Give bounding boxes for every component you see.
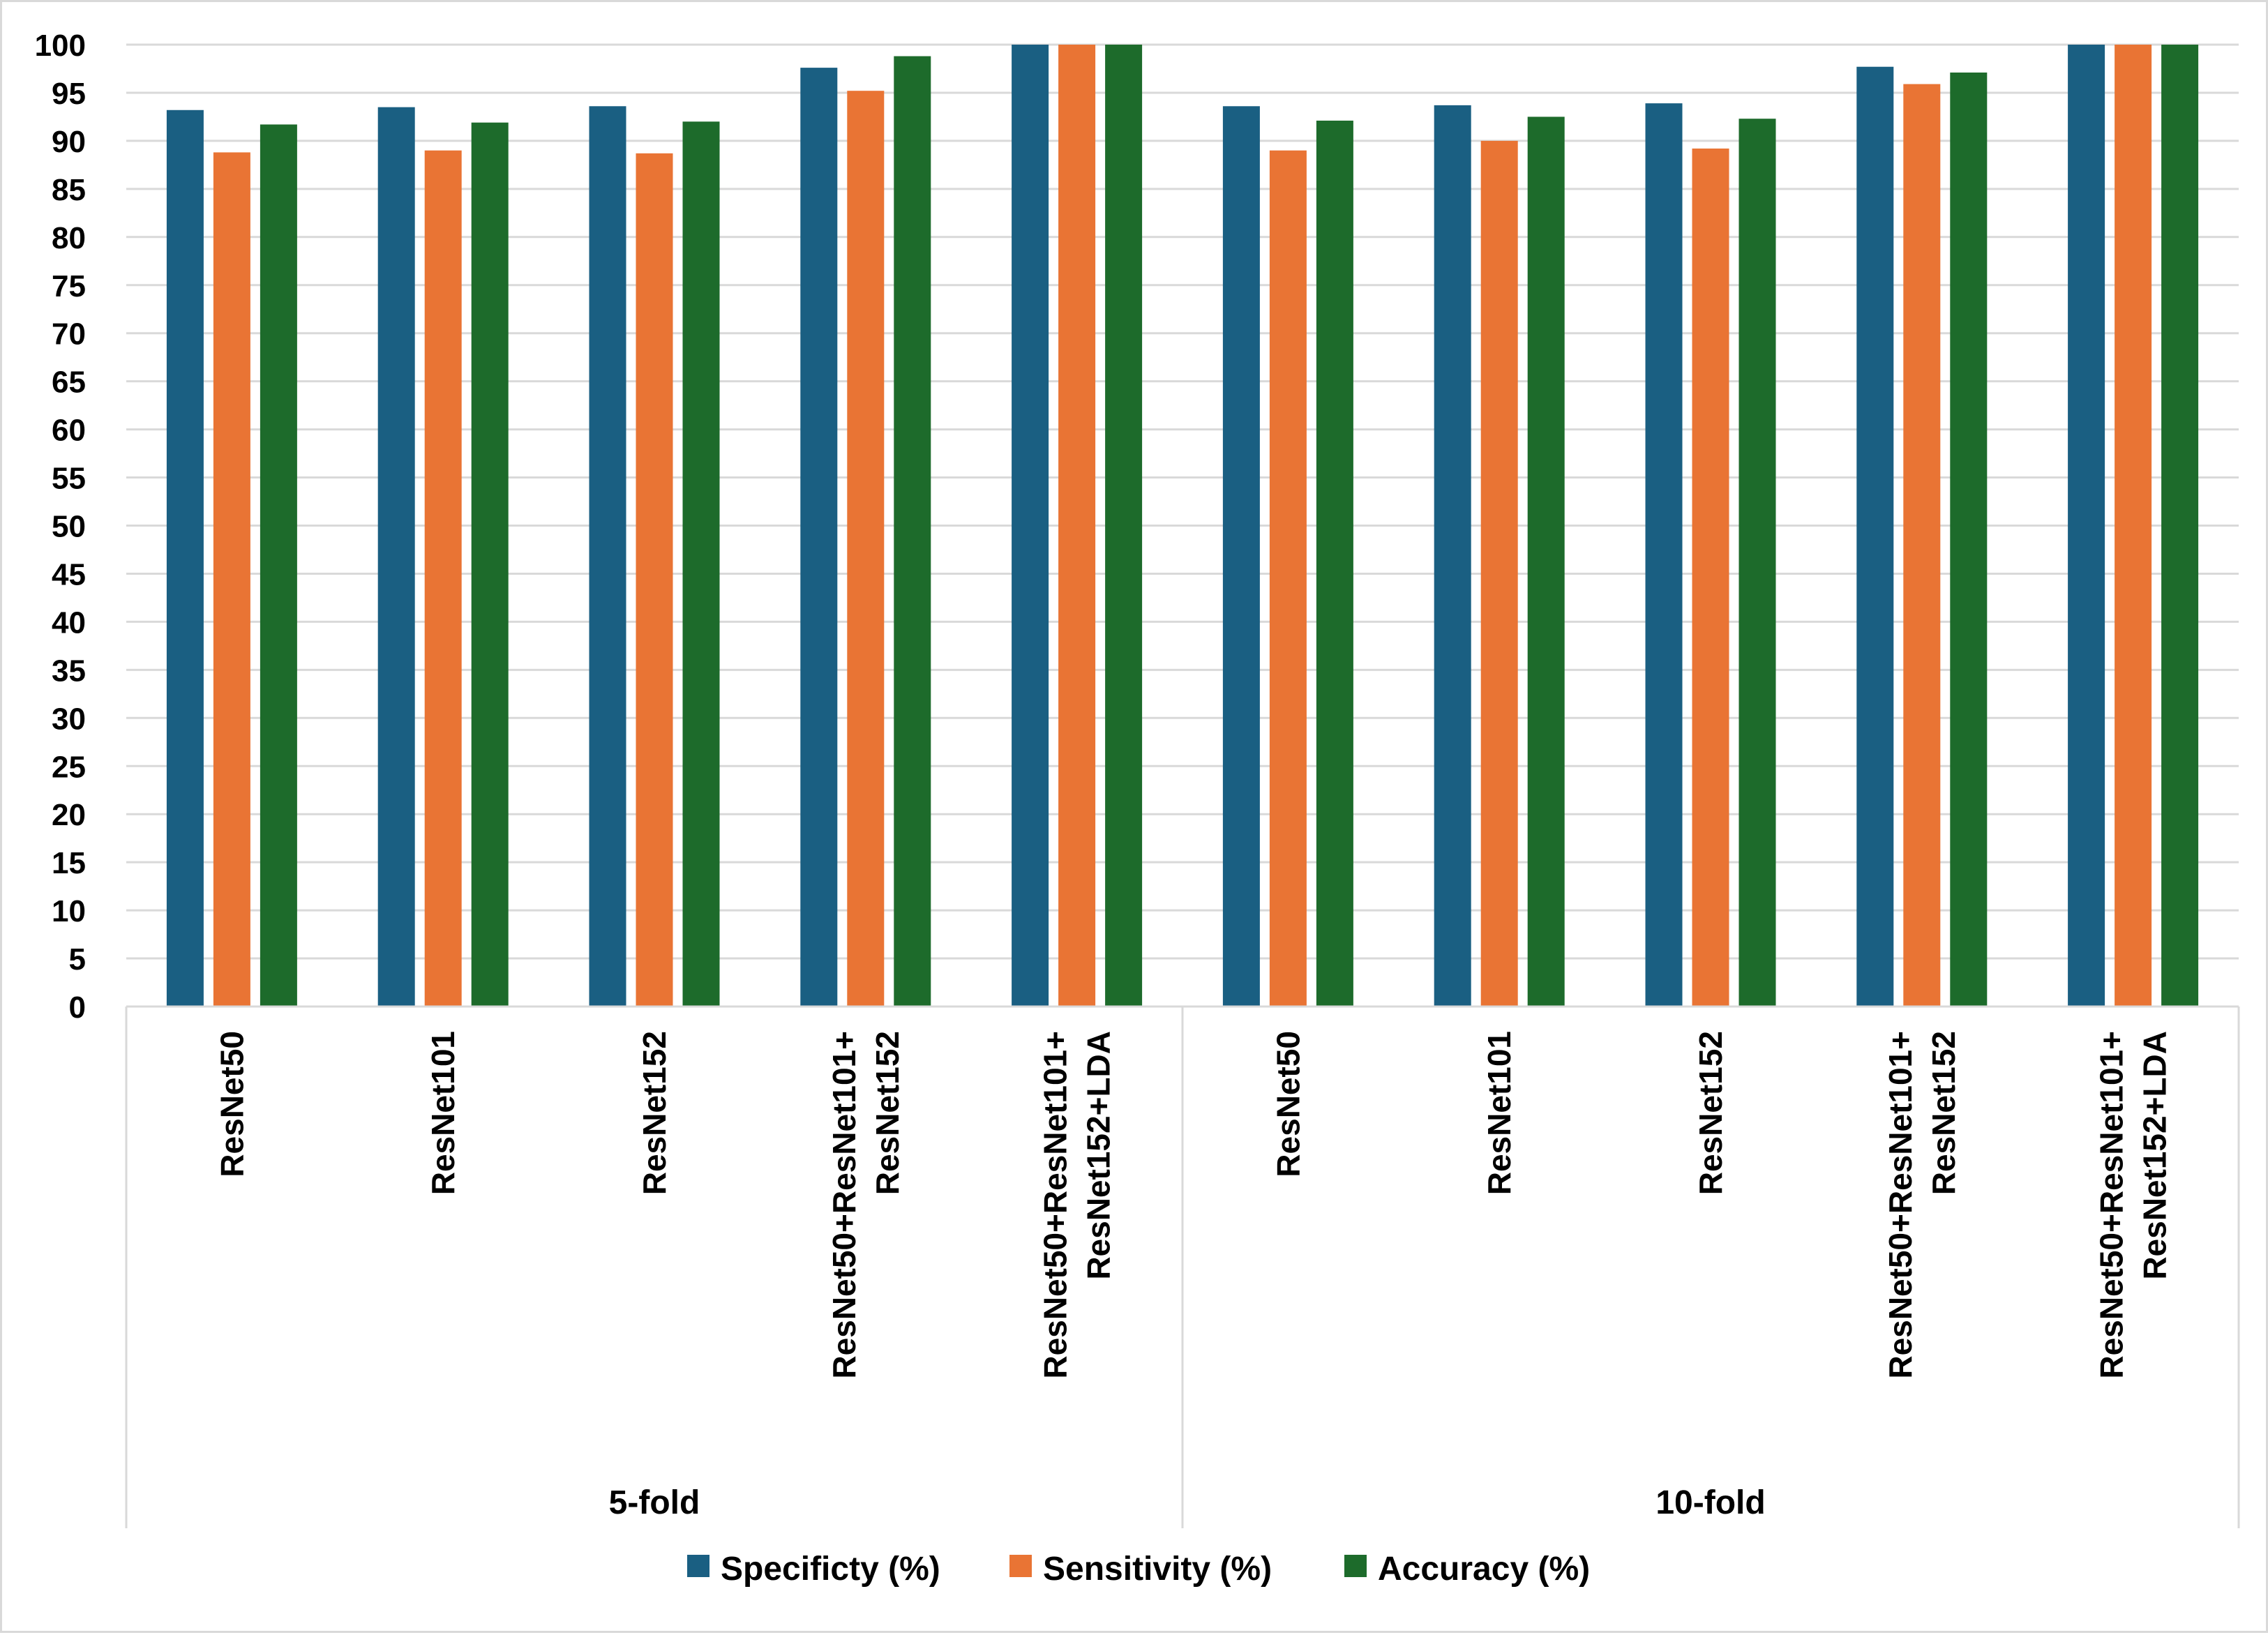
y-tick-label: 60 xyxy=(52,414,86,448)
y-tick-label: 45 xyxy=(52,557,86,592)
y-tick-label: 70 xyxy=(52,317,86,352)
y-tick-label: 5 xyxy=(69,942,86,977)
y-tick-label: 90 xyxy=(52,125,86,159)
x-category-label-line: ResNet50+ResNet101+ xyxy=(1882,1031,1918,1379)
x-category-label-line: ResNet50 xyxy=(1270,1031,1306,1177)
x-category-label: ResNet101 xyxy=(425,1031,461,1195)
x-category-label: ResNet50 xyxy=(1270,1031,1306,1177)
x-category-label-line: ResNet50+ResNet101+ xyxy=(1037,1031,1074,1379)
y-tick-label: 55 xyxy=(52,462,86,496)
bar-accuracy xyxy=(1738,119,1776,1007)
bar-sensitivity xyxy=(213,152,250,1007)
x-category-label: ResNet152 xyxy=(1692,1031,1729,1195)
x-category-label-line: ResNet152+LDA xyxy=(1081,1031,1117,1280)
bars xyxy=(166,45,2199,1007)
x-category-label-line: ResNet101 xyxy=(1481,1031,1517,1195)
legend-label: Specificty (%) xyxy=(721,1551,940,1588)
bar-specificity xyxy=(1856,66,1894,1007)
bar-specificity xyxy=(1222,106,1260,1007)
x-group-label: 5-fold xyxy=(609,1484,700,1521)
bar-specificity xyxy=(166,110,204,1007)
x-category-label-line: ResNet152 xyxy=(636,1031,673,1195)
bar-specificity xyxy=(1434,105,1471,1007)
bar-accuracy xyxy=(682,121,720,1007)
bar-sensitivity xyxy=(847,91,885,1007)
bar-sensitivity xyxy=(1692,148,1729,1007)
x-category-label-line: ResNet152 xyxy=(1925,1031,1962,1195)
x-category-label: ResNet50+ResNet101+ ResNet152 xyxy=(1882,1031,1962,1379)
bar-accuracy xyxy=(1950,72,1988,1007)
x-category-label: ResNet50 xyxy=(213,1031,250,1177)
x-category-label-line: ResNet152 xyxy=(1692,1031,1729,1195)
x-category-label-line: ResNet50 xyxy=(213,1031,250,1177)
y-tick-label: 65 xyxy=(52,366,86,400)
x-category-label-line: ResNet50+ResNet101+ xyxy=(826,1031,862,1379)
x-category-label: ResNet152 xyxy=(636,1031,673,1195)
axes xyxy=(125,1005,2240,1528)
x-category-labels: ResNet50 ResNet101 ResNet152 ResNet50+ResNe… xyxy=(213,1031,2172,1379)
bar-accuracy xyxy=(471,122,509,1007)
legend-label: Sensitivity (%) xyxy=(1043,1551,1272,1588)
y-tick-label: 80 xyxy=(52,221,86,255)
x-group-labels: 5-fold 10-fold xyxy=(609,1484,1766,1521)
y-tick-label: 40 xyxy=(52,605,86,640)
bar-specificity xyxy=(800,68,838,1007)
y-tick-label: 95 xyxy=(52,77,86,111)
bar-accuracy xyxy=(1527,116,1565,1007)
bar-sensitivity xyxy=(1903,84,1941,1007)
y-tick-label: 35 xyxy=(52,654,86,688)
bar-specificity xyxy=(2068,45,2105,1007)
x-category-label: ResNet101 xyxy=(1481,1031,1517,1195)
x-group-label: 10-fold xyxy=(1655,1484,1765,1521)
bar-accuracy xyxy=(894,56,931,1007)
bar-accuracy xyxy=(260,124,297,1007)
x-category-label-line: ResNet152 xyxy=(869,1031,906,1195)
y-tick-label: 85 xyxy=(52,173,86,207)
y-tick-label: 100 xyxy=(35,29,86,63)
bar-sensitivity xyxy=(1269,150,1307,1007)
bar-accuracy xyxy=(2161,45,2199,1007)
y-tick-label: 25 xyxy=(52,750,86,784)
x-category-label: ResNet50+ResNet101+ ResNet152 xyxy=(826,1031,906,1379)
bar-sensitivity xyxy=(2115,45,2152,1007)
x-category-label-line: ResNet152+LDA xyxy=(2137,1031,2173,1280)
y-tick-label: 75 xyxy=(52,269,86,303)
y-tick-labels: 0 5 10 15 20 25 30 35 40 45 50 55 60 65 70 75 80 85 90 95 10… xyxy=(35,29,86,1025)
bar-sensitivity xyxy=(424,150,462,1007)
bar-specificity xyxy=(377,107,415,1007)
legend-swatch xyxy=(1344,1555,1367,1577)
bar-sensitivity xyxy=(636,153,673,1007)
legend-swatch xyxy=(1009,1555,1032,1577)
bar-sensitivity xyxy=(1058,45,1096,1007)
y-tick-label: 15 xyxy=(52,846,86,880)
bar-specificity xyxy=(589,106,626,1007)
y-tick-label: 0 xyxy=(69,990,86,1025)
bar-specificity xyxy=(1645,103,1683,1007)
legend-swatch xyxy=(687,1555,709,1577)
y-tick-label: 10 xyxy=(52,894,86,928)
legend-label: Accuracy (%) xyxy=(1378,1551,1590,1588)
y-tick-label: 30 xyxy=(52,702,86,736)
x-category-label: ResNet50+ResNet101+ ResNet152+LDA xyxy=(2094,1031,2173,1379)
x-category-label-line: ResNet101 xyxy=(425,1031,461,1195)
bar-accuracy xyxy=(1105,45,1143,1007)
x-category-label: ResNet50+ResNet101+ ResNet152+LDA xyxy=(1037,1031,1117,1379)
y-tick-label: 20 xyxy=(52,798,86,832)
bar-sensitivity xyxy=(1480,140,1518,1007)
bar-specificity xyxy=(1012,45,1049,1007)
bar-accuracy xyxy=(1316,120,1353,1007)
legend: Specificty (%) Sensitivity (%) Accuracy (%… xyxy=(687,1551,1590,1588)
y-tick-label: 50 xyxy=(52,510,86,544)
x-category-label-line: ResNet50+ResNet101+ xyxy=(2094,1031,2130,1379)
